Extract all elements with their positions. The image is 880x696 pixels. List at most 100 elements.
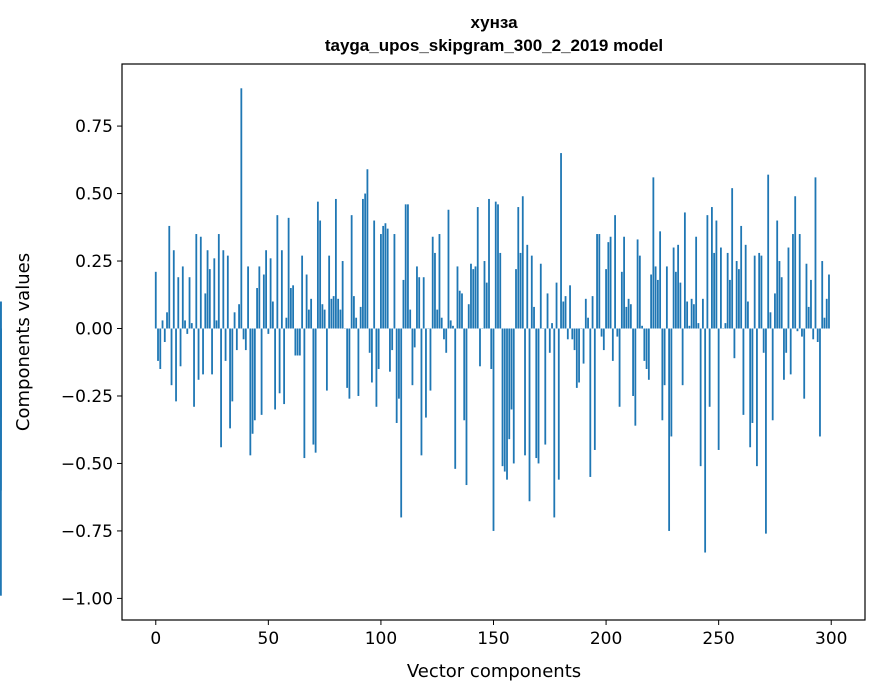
bar <box>760 255 763 329</box>
x-tick-label: 50 <box>258 629 280 649</box>
bar <box>731 188 734 329</box>
bar <box>184 320 186 329</box>
bar <box>407 204 409 329</box>
bar <box>593 328 596 450</box>
bar <box>828 274 830 329</box>
bar <box>195 234 198 329</box>
bar <box>470 263 472 329</box>
bar <box>208 269 211 329</box>
bar <box>740 225 743 329</box>
bar <box>656 279 659 329</box>
bar <box>199 236 202 329</box>
bar <box>380 234 382 329</box>
bar <box>668 328 671 531</box>
bar <box>283 328 286 405</box>
bar <box>348 328 351 399</box>
bar <box>564 296 567 329</box>
bar <box>289 288 292 329</box>
bar <box>204 293 207 329</box>
bar <box>515 269 517 329</box>
bar <box>436 309 439 329</box>
bar <box>825 298 828 329</box>
bar <box>679 282 682 329</box>
x-tick-label: 100 <box>365 629 397 649</box>
bar <box>798 234 801 329</box>
y-axis: −1.00 −0.75 −0.50 −0.25 0.00 0.25 0.50 0.75 <box>61 117 122 609</box>
bar <box>659 231 662 329</box>
bar <box>634 328 637 426</box>
bar <box>609 236 612 329</box>
bars-group <box>0 88 830 596</box>
bar <box>398 328 400 399</box>
bar <box>533 306 535 329</box>
bar <box>269 258 272 329</box>
bar <box>735 261 738 329</box>
bar <box>711 207 713 329</box>
bar <box>674 271 677 329</box>
y-tick-label: 0.25 <box>75 252 113 272</box>
bar <box>510 328 513 410</box>
bar <box>217 234 220 329</box>
bar <box>325 328 328 391</box>
bar <box>729 279 731 329</box>
bar <box>166 312 168 329</box>
bar <box>605 269 607 329</box>
bar <box>765 328 767 534</box>
bar <box>508 328 511 440</box>
bar <box>526 244 529 329</box>
bar <box>643 328 646 361</box>
bar <box>816 328 819 342</box>
bar <box>805 263 808 329</box>
bar <box>449 320 452 329</box>
bar <box>611 328 614 361</box>
bar <box>607 242 610 329</box>
bar <box>202 328 204 375</box>
bar <box>328 255 331 329</box>
bar <box>467 304 470 329</box>
bar <box>645 328 648 369</box>
x-axis: 0 50 100 150 200 250 300 <box>150 620 847 649</box>
bar <box>400 328 403 518</box>
bar <box>434 252 436 329</box>
bar <box>697 323 700 329</box>
bar <box>395 328 398 423</box>
bar <box>641 325 643 329</box>
bar <box>492 328 495 531</box>
bar <box>332 296 335 329</box>
bar <box>389 328 391 372</box>
bar <box>258 266 261 329</box>
bar <box>425 328 427 418</box>
bar <box>557 328 560 480</box>
bar <box>420 328 423 456</box>
bar <box>548 328 551 353</box>
bar <box>330 298 333 329</box>
bar <box>785 328 788 353</box>
bar <box>247 266 249 329</box>
bar <box>688 325 691 329</box>
bar <box>256 288 258 329</box>
bar <box>598 234 601 329</box>
bar <box>384 223 387 329</box>
bar <box>650 274 653 329</box>
bar <box>562 301 565 329</box>
bar <box>767 174 770 329</box>
bar <box>578 328 580 383</box>
bar <box>726 252 729 329</box>
bar <box>625 306 628 329</box>
bar <box>555 282 558 329</box>
bar <box>677 244 680 329</box>
bar <box>298 328 301 356</box>
bar <box>242 328 245 340</box>
bar <box>569 285 571 329</box>
bar <box>589 328 592 477</box>
bar <box>265 250 267 329</box>
bar <box>368 328 371 353</box>
bar <box>814 177 817 329</box>
bar <box>575 328 578 388</box>
bar <box>362 198 364 329</box>
bar <box>251 328 254 434</box>
bar <box>776 220 779 329</box>
bar <box>391 328 394 351</box>
bar <box>461 293 463 329</box>
bar <box>479 328 481 367</box>
